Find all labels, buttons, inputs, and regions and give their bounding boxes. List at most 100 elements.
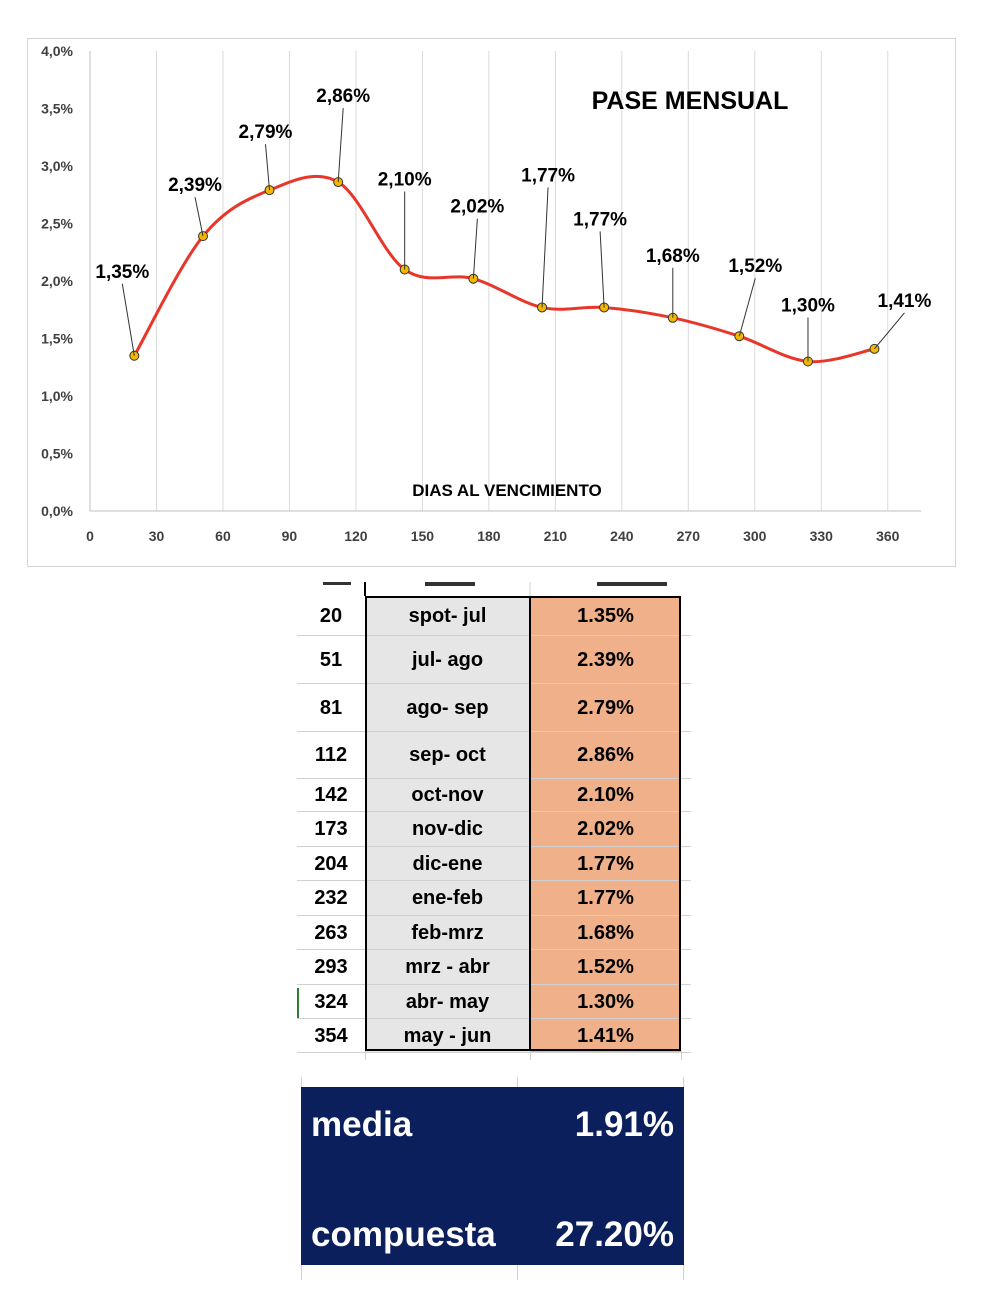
leader-line bbox=[121, 283, 135, 356]
day-cell: 81 bbox=[297, 684, 365, 732]
empty-cell bbox=[681, 732, 691, 779]
value-cell: 1.77% bbox=[530, 881, 681, 916]
x-tick-label: 240 bbox=[610, 528, 634, 544]
day-cell: 51 bbox=[297, 636, 365, 684]
empty-cell bbox=[681, 847, 691, 881]
empty-cell bbox=[681, 916, 691, 950]
day-cell: 204 bbox=[297, 847, 365, 881]
day-cell: 173 bbox=[297, 812, 365, 847]
day-cell: 112 bbox=[297, 732, 365, 779]
y-tick-label: 1,0% bbox=[41, 388, 73, 404]
leader-line bbox=[874, 312, 905, 350]
row-divider bbox=[297, 915, 691, 916]
y-tick-label: 1,5% bbox=[41, 331, 73, 347]
value-cell: 2.86% bbox=[530, 732, 681, 779]
row-divider bbox=[297, 635, 691, 636]
leader-line bbox=[541, 187, 549, 308]
x-tick-label: 180 bbox=[477, 528, 501, 544]
row-divider bbox=[297, 880, 691, 881]
empty-cell bbox=[681, 596, 691, 636]
x-axis-title: DIAS AL VENCIMIENTO bbox=[412, 481, 602, 500]
day-cell: 20 bbox=[297, 596, 365, 636]
range-cell: feb-mrz bbox=[365, 916, 530, 950]
value-cell: 1.52% bbox=[530, 950, 681, 985]
empty-cell bbox=[681, 985, 691, 1019]
data-label: 1,68% bbox=[646, 246, 700, 267]
table-row: 232 ene-feb 1.77% bbox=[297, 881, 691, 916]
table-row: 112 sep- oct 2.86% bbox=[297, 732, 691, 779]
grid-line bbox=[301, 1077, 302, 1087]
value-cell: 1.77% bbox=[530, 847, 681, 881]
data-label: 1,77% bbox=[573, 209, 627, 230]
x-tick-label: 270 bbox=[677, 528, 701, 544]
x-tick-label: 30 bbox=[149, 528, 165, 544]
x-tick-label: 330 bbox=[810, 528, 834, 544]
compuesta-value: 27.20% bbox=[555, 1215, 674, 1254]
day-cell: 324 bbox=[297, 985, 365, 1019]
leader-line bbox=[194, 197, 204, 237]
day-cell: 263 bbox=[297, 916, 365, 950]
x-tick-label: 120 bbox=[344, 528, 368, 544]
data-label: 2,02% bbox=[450, 197, 504, 218]
leader-line bbox=[472, 218, 478, 279]
table-row: 81 ago- sep 2.79% bbox=[297, 684, 691, 732]
data-label: 1,77% bbox=[521, 165, 575, 186]
range-cell: oct-nov bbox=[365, 779, 530, 812]
range-cell: dic-ene bbox=[365, 847, 530, 881]
selection-marker bbox=[297, 988, 299, 1018]
value-cell: 2.02% bbox=[530, 812, 681, 847]
x-tick-label: 90 bbox=[282, 528, 298, 544]
data-label: 2,10% bbox=[378, 170, 432, 191]
value-cell: 1.30% bbox=[530, 985, 681, 1019]
empty-cell bbox=[681, 812, 691, 847]
x-tick-label: 150 bbox=[411, 528, 435, 544]
value-cell: 2.79% bbox=[530, 684, 681, 732]
empty-cell bbox=[681, 684, 691, 732]
data-labels: 1,35% 2,39% 2,79% 2,86% 2,10% 2,02% 1,77% 1,77%… bbox=[95, 86, 932, 362]
range-cell: mrz - abr bbox=[365, 950, 530, 985]
grid-line bbox=[681, 1051, 682, 1060]
grid-line bbox=[517, 1265, 518, 1280]
range-cell: may - jun bbox=[365, 1019, 530, 1053]
x-tick-label: 360 bbox=[876, 528, 900, 544]
y-tick-label: 2,0% bbox=[41, 273, 73, 289]
range-cell: abr- may bbox=[365, 985, 530, 1019]
table-body: 20 spot- jul 1.35% 51 jul- ago 2.39% 81 ago- se… bbox=[297, 596, 691, 1053]
data-label: 2,39% bbox=[168, 175, 222, 196]
table-row: 293 mrz - abr 1.52% bbox=[297, 950, 691, 985]
row-divider bbox=[297, 811, 691, 812]
data-point bbox=[129, 350, 140, 361]
x-tick-label: 210 bbox=[544, 528, 568, 544]
row-divider bbox=[297, 949, 691, 950]
data-label: 1,35% bbox=[95, 262, 149, 283]
x-tick-label: 60 bbox=[215, 528, 231, 544]
row-divider bbox=[297, 778, 691, 779]
range-cell: ene-feb bbox=[365, 881, 530, 916]
range-cell: nov-dic bbox=[365, 812, 530, 847]
data-label: 1,30% bbox=[781, 296, 835, 317]
summary-block: media 1.91% compuesta 27.20% bbox=[297, 1077, 691, 1280]
y-tick-label: 0,0% bbox=[41, 503, 73, 519]
x-tick-label: 300 bbox=[743, 528, 767, 544]
media-label: media bbox=[311, 1105, 413, 1144]
grid-line bbox=[365, 1051, 366, 1060]
data-label: 2,79% bbox=[239, 122, 293, 143]
grid-line bbox=[517, 1077, 518, 1087]
value-cell: 2.10% bbox=[530, 779, 681, 812]
y-tick-label: 2,5% bbox=[41, 216, 73, 232]
chart-title: PASE MENSUAL bbox=[592, 87, 789, 115]
y-tick-label: 3,0% bbox=[41, 158, 73, 174]
grid-line bbox=[301, 1265, 302, 1280]
table-row: 204 dic-ene 1.77% bbox=[297, 847, 691, 881]
table-row: 354 may - jun 1.41% bbox=[297, 1019, 691, 1053]
empty-cell bbox=[681, 1019, 691, 1053]
day-cell: 293 bbox=[297, 950, 365, 985]
row-divider bbox=[297, 846, 691, 847]
chart-series bbox=[129, 174, 880, 367]
summary-panel: media 1.91% compuesta 27.20% bbox=[301, 1087, 684, 1265]
day-cell: 142 bbox=[297, 779, 365, 812]
value-cell: 1.35% bbox=[530, 596, 681, 636]
day-cell: 232 bbox=[297, 881, 365, 916]
range-cell: spot- jul bbox=[365, 596, 530, 636]
table-cutoff-row bbox=[297, 582, 681, 596]
